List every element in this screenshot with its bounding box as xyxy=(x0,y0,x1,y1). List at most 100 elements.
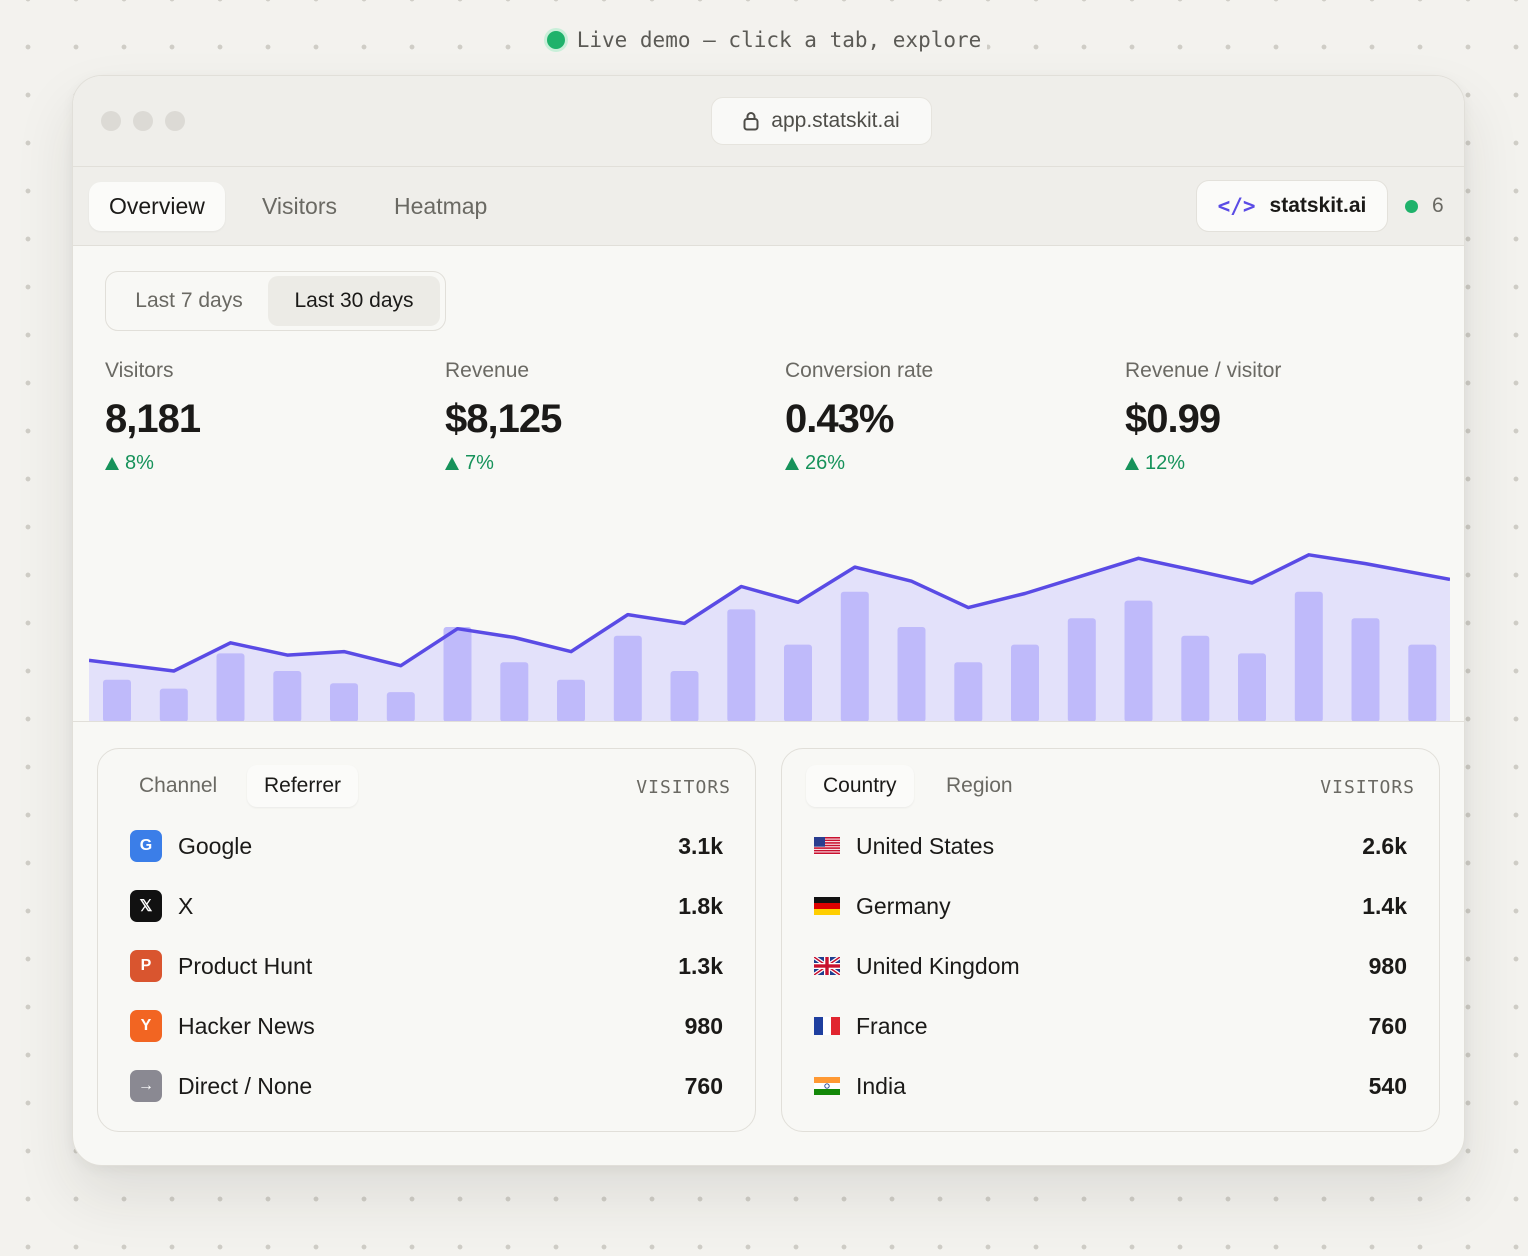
browser-titlebar: app.statskit.ai xyxy=(73,76,1464,167)
metric-value: 8,181 xyxy=(105,397,201,441)
referrer-row[interactable]: P Product Hunt 1.3k xyxy=(130,946,723,986)
country-row[interactable]: United States 2.6k xyxy=(814,826,1407,866)
visitors-bar[interactable] xyxy=(613,635,642,722)
country-name: United States xyxy=(856,832,995,859)
visitors-bar[interactable] xyxy=(557,679,585,722)
visitors-bar[interactable] xyxy=(1124,600,1153,722)
address-bar[interactable]: app.statskit.ai xyxy=(711,97,932,145)
tab-heatmap[interactable]: Heatmap xyxy=(374,182,507,231)
site-selector[interactable]: </> statskit.ai xyxy=(1196,180,1388,232)
visitors-bar[interactable] xyxy=(273,671,302,722)
referrer-name: Product Hunt xyxy=(178,952,313,979)
country-row[interactable]: Germany 1.4k xyxy=(814,886,1407,926)
country-name: India xyxy=(856,1072,906,1099)
tab-label: Visitors xyxy=(262,193,337,219)
visitors-bar[interactable] xyxy=(1011,644,1039,722)
app-tab-bar: Overview Visitors Heatmap </> statskit.a… xyxy=(73,167,1464,246)
referrer-visitors: 1.8k xyxy=(678,892,723,919)
visitors-revenue-chart[interactable] xyxy=(89,546,1450,722)
metric-label: Visitors xyxy=(105,359,174,382)
france-flag-icon xyxy=(814,1017,840,1035)
range-last-30-days[interactable]: Last 30 days xyxy=(268,276,440,326)
us-flag-icon xyxy=(814,837,840,855)
visitors-bar[interactable] xyxy=(443,627,472,722)
referrer-row[interactable]: Y Hacker News 980 xyxy=(130,1006,723,1046)
visitors-bar[interactable] xyxy=(954,662,983,722)
country-row[interactable]: United Kingdom 980 xyxy=(814,946,1407,986)
metric-revenue-per-visitor[interactable]: Revenue / visitor $0.99 12% xyxy=(1125,359,1445,475)
panel-tab-label: Region xyxy=(946,774,1013,797)
country-visitors: 540 xyxy=(1368,1072,1407,1099)
visitors-bar[interactable] xyxy=(1294,591,1323,722)
visitors-bar[interactable] xyxy=(103,679,131,722)
metric-value: 0.43% xyxy=(785,397,894,441)
visitors-bar[interactable] xyxy=(1408,644,1437,722)
tab-visitors[interactable]: Visitors xyxy=(242,182,357,231)
tab-referrer[interactable]: Referrer xyxy=(247,765,359,807)
metric-label: Revenue xyxy=(445,359,530,382)
google-icon: G xyxy=(130,830,162,862)
referrer-name: Google xyxy=(178,832,253,859)
country-row[interactable]: France 760 xyxy=(814,1006,1407,1046)
referrer-visitors: 980 xyxy=(684,1012,723,1039)
metric-value: $8,125 xyxy=(445,397,562,441)
tab-region[interactable]: Region xyxy=(929,765,1030,807)
panel-tab-label: Country xyxy=(823,774,897,797)
visitors-bar[interactable] xyxy=(670,671,699,722)
visitors-bar[interactable] xyxy=(500,662,529,722)
visitors-bar[interactable] xyxy=(1238,653,1266,722)
x-icon: 𝕏 xyxy=(130,890,162,922)
referrer-visitors: 3.1k xyxy=(678,832,723,859)
referrer-row[interactable]: → Direct / None 760 xyxy=(130,1066,723,1106)
visitors-bar[interactable] xyxy=(727,609,756,722)
revenue-line xyxy=(89,553,1450,673)
metric-revenue[interactable]: Revenue $8,125 7% xyxy=(445,359,765,475)
range-last-7-days[interactable]: Last 7 days xyxy=(110,276,268,326)
visitors-bar[interactable] xyxy=(784,644,812,722)
trend-up-icon xyxy=(105,457,119,470)
close-window-icon[interactable] xyxy=(101,111,121,131)
minimize-window-icon[interactable] xyxy=(133,111,153,131)
visitors-bar[interactable] xyxy=(1181,635,1210,722)
visitors-bar[interactable] xyxy=(1067,618,1096,722)
country-row[interactable]: India 540 xyxy=(814,1066,1407,1106)
metric-conversion-rate[interactable]: Conversion rate 0.43% 26% xyxy=(785,359,1105,475)
metric-visitors[interactable]: Visitors 8,181 8% xyxy=(105,359,425,475)
metric-change: 7% xyxy=(445,452,765,475)
online-count: 6 xyxy=(1432,194,1444,217)
referrers-panel: Channel Referrer VISITORS G Google 3.1k 𝕏 X 1… xyxy=(97,748,756,1132)
banner-text: Live demo — click a tab, explore xyxy=(576,28,982,52)
tab-label: Overview xyxy=(109,193,205,219)
chart-baseline xyxy=(73,721,1464,722)
visitors-bar[interactable] xyxy=(386,692,415,722)
lock-icon xyxy=(743,112,759,131)
visitors-bar[interactable] xyxy=(216,653,245,722)
visitors-bar[interactable] xyxy=(897,627,926,722)
maximize-window-icon[interactable] xyxy=(165,111,185,131)
visitors-bar[interactable] xyxy=(1351,618,1380,722)
referrer-row[interactable]: 𝕏 X 1.8k xyxy=(130,886,723,926)
tab-label: Heatmap xyxy=(394,193,488,219)
visitors-bar[interactable] xyxy=(840,591,869,722)
live-indicator-icon xyxy=(546,31,565,49)
metric-value: $0.99 xyxy=(1125,397,1221,441)
india-flag-icon xyxy=(814,1077,840,1095)
country-visitors: 980 xyxy=(1368,952,1407,979)
country-visitors: 1.4k xyxy=(1362,892,1407,919)
country-name: France xyxy=(856,1012,928,1039)
revenue-area xyxy=(89,554,1450,722)
visitors-bar[interactable] xyxy=(159,688,188,722)
countries-panel: Country Region VISITORS United States 2.6… xyxy=(781,748,1440,1132)
tab-channel[interactable]: Channel xyxy=(122,765,234,807)
country-visitors: 2.6k xyxy=(1362,832,1407,859)
window-controls xyxy=(101,111,185,131)
visitors-bar[interactable] xyxy=(330,683,358,722)
panel-tab-label: Channel xyxy=(139,774,218,797)
tab-overview[interactable]: Overview xyxy=(89,182,225,231)
referrer-name: Hacker News xyxy=(178,1012,315,1039)
metric-change: 8% xyxy=(105,452,425,475)
metric-change-value: 12% xyxy=(1145,452,1186,474)
referrer-row[interactable]: G Google 3.1k xyxy=(130,826,723,866)
country-visitors: 760 xyxy=(1368,1012,1407,1039)
tab-country[interactable]: Country xyxy=(806,765,914,807)
